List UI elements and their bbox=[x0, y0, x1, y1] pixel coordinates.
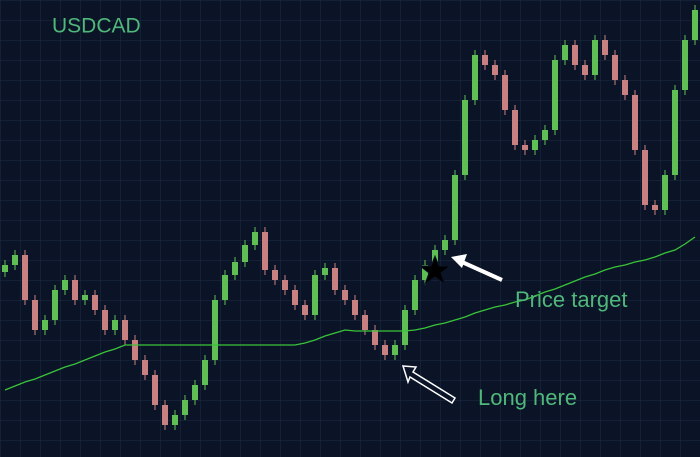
candle-body bbox=[252, 232, 258, 245]
candle-body bbox=[422, 265, 428, 280]
long-arrow bbox=[401, 365, 457, 405]
candle-body bbox=[612, 55, 618, 80]
candle-body bbox=[412, 280, 418, 310]
candle-body bbox=[202, 360, 208, 385]
candle-body bbox=[492, 65, 498, 75]
candle-body bbox=[572, 45, 578, 65]
candle-body bbox=[172, 415, 178, 425]
candle-body bbox=[222, 275, 228, 300]
candle-body bbox=[602, 40, 608, 55]
candle-body bbox=[472, 55, 478, 100]
candle-body bbox=[692, 10, 698, 40]
candle-body bbox=[122, 320, 128, 340]
candle-body bbox=[242, 245, 248, 262]
candle-body bbox=[562, 45, 568, 60]
candle-body bbox=[542, 130, 548, 140]
candle-body bbox=[312, 275, 318, 315]
candle-body bbox=[92, 295, 98, 310]
candle-body bbox=[652, 205, 658, 210]
candle-body bbox=[12, 255, 18, 265]
annotation: Price target bbox=[515, 287, 628, 312]
candle-body bbox=[282, 280, 288, 290]
candle-body bbox=[112, 320, 118, 330]
annotation: Long here bbox=[478, 385, 577, 410]
candle-body bbox=[142, 360, 148, 375]
candle-body bbox=[182, 400, 188, 415]
candle-body bbox=[212, 300, 218, 360]
candle-body bbox=[672, 90, 678, 175]
candle-body bbox=[22, 255, 28, 300]
candle-body bbox=[682, 40, 688, 90]
candle-body bbox=[2, 265, 8, 272]
candle-body bbox=[292, 290, 298, 305]
candle-body bbox=[52, 290, 58, 320]
candle-body bbox=[582, 65, 588, 75]
candle-body bbox=[162, 405, 168, 425]
candle-body bbox=[192, 385, 198, 400]
candle-body bbox=[512, 110, 518, 145]
candle-body bbox=[42, 320, 48, 330]
candle-body bbox=[532, 140, 538, 150]
candle-body bbox=[382, 345, 388, 355]
candle-body bbox=[102, 310, 108, 330]
candle-body bbox=[592, 40, 598, 75]
candle-body bbox=[642, 150, 648, 205]
candle-body bbox=[262, 232, 268, 270]
candle-body bbox=[132, 340, 138, 360]
candle-body bbox=[62, 280, 68, 290]
candle-body bbox=[462, 100, 468, 175]
target-arrow bbox=[451, 254, 503, 282]
candle-body bbox=[482, 55, 488, 65]
candle-body bbox=[302, 305, 308, 315]
candle-body bbox=[392, 345, 398, 355]
plot bbox=[2, 5, 698, 430]
candle-body bbox=[402, 310, 408, 345]
candle-body bbox=[552, 60, 558, 130]
candle-body bbox=[152, 375, 158, 405]
candle-body bbox=[72, 280, 78, 300]
chart-title: USDCAD bbox=[52, 15, 141, 38]
candle-body bbox=[622, 80, 628, 95]
star bbox=[418, 254, 452, 286]
candle-body bbox=[522, 145, 528, 150]
candle-body bbox=[322, 268, 328, 275]
candle-body bbox=[342, 290, 348, 300]
candle-body bbox=[232, 262, 238, 275]
candle-body bbox=[662, 175, 668, 210]
candle-body bbox=[632, 95, 638, 150]
candle-body bbox=[32, 300, 38, 330]
candle-body bbox=[362, 315, 368, 330]
candle-body bbox=[442, 240, 448, 250]
moving-average bbox=[4, 236, 696, 391]
candle-body bbox=[332, 268, 338, 290]
candle-body bbox=[82, 295, 88, 300]
candle-body bbox=[352, 300, 358, 315]
candle-body bbox=[452, 175, 458, 240]
candle-body bbox=[272, 270, 278, 280]
candle-body bbox=[502, 75, 508, 110]
candle-body bbox=[372, 330, 378, 345]
